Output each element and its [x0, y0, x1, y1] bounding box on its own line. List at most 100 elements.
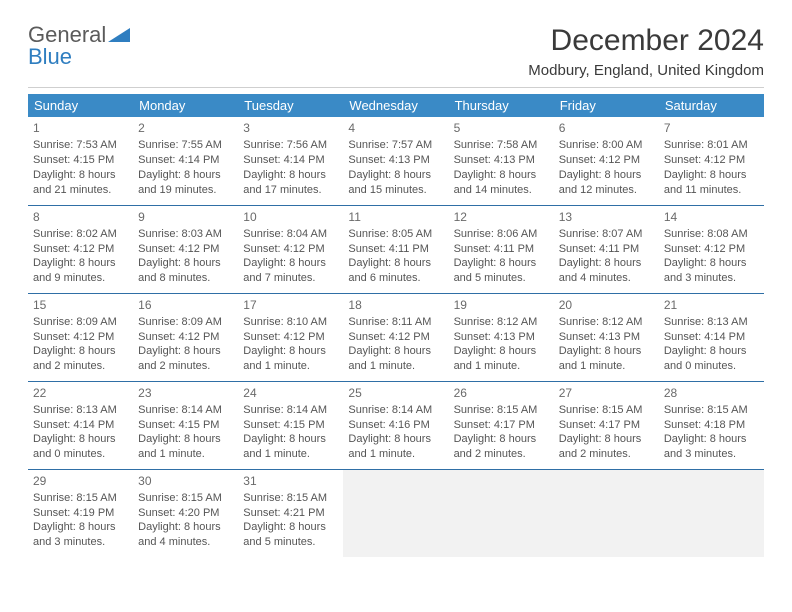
day-number: 3	[243, 120, 338, 136]
sunset-line: Sunset: 4:13 PM	[348, 153, 443, 168]
daylight-line-1: Daylight: 8 hours	[243, 432, 338, 447]
sunset-line: Sunset: 4:12 PM	[664, 153, 759, 168]
day-number: 22	[33, 385, 128, 401]
daylight-line-1: Daylight: 8 hours	[138, 168, 233, 183]
daylight-line-1: Daylight: 8 hours	[33, 344, 128, 359]
sunrise-line: Sunrise: 8:12 AM	[559, 315, 654, 330]
day-cell: 3Sunrise: 7:56 AMSunset: 4:14 PMDaylight…	[238, 117, 343, 205]
day-cell: 5Sunrise: 7:58 AMSunset: 4:13 PMDaylight…	[449, 117, 554, 205]
daylight-line-1: Daylight: 8 hours	[559, 344, 654, 359]
sunrise-line: Sunrise: 8:05 AM	[348, 227, 443, 242]
sunset-line: Sunset: 4:18 PM	[664, 418, 759, 433]
day-number: 18	[348, 297, 443, 313]
empty-day-cell	[449, 469, 554, 557]
empty-day-cell	[659, 469, 764, 557]
sunset-line: Sunset: 4:15 PM	[138, 418, 233, 433]
sunset-line: Sunset: 4:12 PM	[664, 242, 759, 257]
daylight-line-1: Daylight: 8 hours	[138, 432, 233, 447]
day-cell: 26Sunrise: 8:15 AMSunset: 4:17 PMDayligh…	[449, 381, 554, 469]
sunrise-line: Sunrise: 8:02 AM	[33, 227, 128, 242]
daylight-line-2: and 4 minutes.	[138, 535, 233, 550]
day-number: 15	[33, 297, 128, 313]
sunrise-line: Sunrise: 8:08 AM	[664, 227, 759, 242]
sunrise-line: Sunrise: 8:04 AM	[243, 227, 338, 242]
sunset-line: Sunset: 4:12 PM	[559, 153, 654, 168]
day-cell: 29Sunrise: 8:15 AMSunset: 4:19 PMDayligh…	[28, 469, 133, 557]
empty-day-cell	[343, 469, 448, 557]
daylight-line-1: Daylight: 8 hours	[454, 344, 549, 359]
daylight-line-2: and 2 minutes.	[138, 359, 233, 374]
daylight-line-2: and 15 minutes.	[348, 183, 443, 198]
day-number: 8	[33, 209, 128, 225]
sunrise-line: Sunrise: 8:00 AM	[559, 138, 654, 153]
daylight-line-2: and 2 minutes.	[33, 359, 128, 374]
sunrise-line: Sunrise: 8:15 AM	[138, 491, 233, 506]
daylight-line-1: Daylight: 8 hours	[33, 432, 128, 447]
month-title: December 2024	[528, 24, 764, 58]
sunset-line: Sunset: 4:21 PM	[243, 506, 338, 521]
day-number: 31	[243, 473, 338, 489]
day-header: Friday	[554, 94, 659, 117]
title-block: December 2024 Modbury, England, United K…	[528, 24, 764, 81]
daylight-line-2: and 2 minutes.	[454, 447, 549, 462]
logo: General Blue	[28, 24, 130, 68]
daylight-line-1: Daylight: 8 hours	[243, 344, 338, 359]
logo-text-blue: Blue	[28, 46, 130, 68]
day-number: 7	[664, 120, 759, 136]
daylight-line-1: Daylight: 8 hours	[454, 256, 549, 271]
day-cell: 20Sunrise: 8:12 AMSunset: 4:13 PMDayligh…	[554, 293, 659, 381]
day-cell: 18Sunrise: 8:11 AMSunset: 4:12 PMDayligh…	[343, 293, 448, 381]
sunset-line: Sunset: 4:12 PM	[138, 330, 233, 345]
daylight-line-2: and 1 minute.	[348, 359, 443, 374]
day-cell: 12Sunrise: 8:06 AMSunset: 4:11 PMDayligh…	[449, 205, 554, 293]
daylight-line-2: and 0 minutes.	[664, 359, 759, 374]
daylight-line-2: and 12 minutes.	[559, 183, 654, 198]
daylight-line-2: and 5 minutes.	[454, 271, 549, 286]
day-header-row: SundayMondayTuesdayWednesdayThursdayFrid…	[28, 94, 764, 117]
sunset-line: Sunset: 4:17 PM	[559, 418, 654, 433]
day-cell: 22Sunrise: 8:13 AMSunset: 4:14 PMDayligh…	[28, 381, 133, 469]
calendar-week-row: 1Sunrise: 7:53 AMSunset: 4:15 PMDaylight…	[28, 117, 764, 205]
daylight-line-2: and 14 minutes.	[454, 183, 549, 198]
sunset-line: Sunset: 4:15 PM	[33, 153, 128, 168]
day-cell: 17Sunrise: 8:10 AMSunset: 4:12 PMDayligh…	[238, 293, 343, 381]
daylight-line-1: Daylight: 8 hours	[664, 432, 759, 447]
day-cell: 10Sunrise: 8:04 AMSunset: 4:12 PMDayligh…	[238, 205, 343, 293]
daylight-line-1: Daylight: 8 hours	[348, 256, 443, 271]
day-cell: 13Sunrise: 8:07 AMSunset: 4:11 PMDayligh…	[554, 205, 659, 293]
daylight-line-1: Daylight: 8 hours	[348, 432, 443, 447]
daylight-line-2: and 21 minutes.	[33, 183, 128, 198]
sunrise-line: Sunrise: 8:14 AM	[138, 403, 233, 418]
day-number: 30	[138, 473, 233, 489]
day-number: 25	[348, 385, 443, 401]
day-cell: 8Sunrise: 8:02 AMSunset: 4:12 PMDaylight…	[28, 205, 133, 293]
sunrise-line: Sunrise: 8:10 AM	[243, 315, 338, 330]
daylight-line-1: Daylight: 8 hours	[243, 168, 338, 183]
daylight-line-2: and 9 minutes.	[33, 271, 128, 286]
sunrise-line: Sunrise: 8:12 AM	[454, 315, 549, 330]
day-cell: 16Sunrise: 8:09 AMSunset: 4:12 PMDayligh…	[133, 293, 238, 381]
sunrise-line: Sunrise: 8:14 AM	[243, 403, 338, 418]
daylight-line-2: and 1 minute.	[348, 447, 443, 462]
daylight-line-1: Daylight: 8 hours	[454, 432, 549, 447]
sunset-line: Sunset: 4:14 PM	[243, 153, 338, 168]
empty-day-cell	[554, 469, 659, 557]
sunrise-line: Sunrise: 8:06 AM	[454, 227, 549, 242]
day-header: Saturday	[659, 94, 764, 117]
sunset-line: Sunset: 4:13 PM	[454, 330, 549, 345]
sunrise-line: Sunrise: 8:14 AM	[348, 403, 443, 418]
day-cell: 11Sunrise: 8:05 AMSunset: 4:11 PMDayligh…	[343, 205, 448, 293]
day-cell: 30Sunrise: 8:15 AMSunset: 4:20 PMDayligh…	[133, 469, 238, 557]
day-number: 6	[559, 120, 654, 136]
sunrise-line: Sunrise: 8:13 AM	[33, 403, 128, 418]
sunset-line: Sunset: 4:16 PM	[348, 418, 443, 433]
sunset-line: Sunset: 4:14 PM	[664, 330, 759, 345]
day-number: 16	[138, 297, 233, 313]
sunrise-line: Sunrise: 7:58 AM	[454, 138, 549, 153]
daylight-line-2: and 8 minutes.	[138, 271, 233, 286]
day-cell: 2Sunrise: 7:55 AMSunset: 4:14 PMDaylight…	[133, 117, 238, 205]
daylight-line-2: and 6 minutes.	[348, 271, 443, 286]
calendar-week-row: 22Sunrise: 8:13 AMSunset: 4:14 PMDayligh…	[28, 381, 764, 469]
calendar-week-row: 29Sunrise: 8:15 AMSunset: 4:19 PMDayligh…	[28, 469, 764, 557]
sunrise-line: Sunrise: 8:09 AM	[33, 315, 128, 330]
